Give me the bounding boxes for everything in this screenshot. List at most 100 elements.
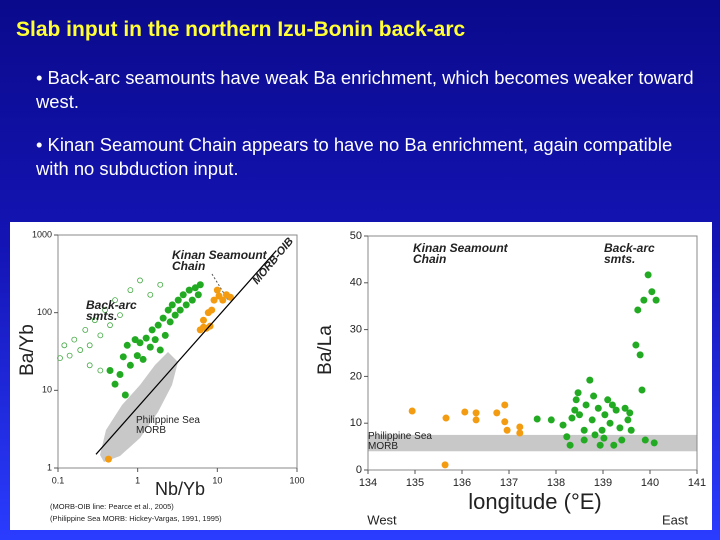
data-point — [644, 271, 652, 279]
data-point — [117, 312, 123, 319]
data-point — [610, 441, 618, 449]
series-label: Back-arc smts. — [604, 241, 655, 266]
data-point — [591, 431, 599, 439]
data-point — [652, 296, 660, 304]
x-tick-label: 10 — [212, 475, 222, 485]
data-point — [636, 351, 644, 359]
data-point — [566, 441, 574, 449]
y-axis-label: Ba/Yb — [17, 324, 38, 376]
slide-title: Slab input in the northern Izu-Bonin bac… — [16, 18, 466, 41]
data-point — [157, 281, 164, 288]
data-point — [559, 421, 567, 429]
y-tick-label: 50 — [350, 230, 362, 242]
data-point — [596, 441, 604, 449]
data-point — [82, 326, 89, 333]
y-tick-label: 20 — [350, 370, 362, 382]
data-point — [641, 436, 649, 444]
data-point — [71, 336, 78, 343]
data-point — [121, 391, 129, 399]
data-point — [516, 429, 524, 437]
data-point — [588, 416, 596, 424]
x-tick-label: 140 — [641, 477, 659, 489]
x-tick-label: 138 — [547, 477, 565, 489]
data-point — [97, 332, 104, 339]
data-point — [185, 286, 193, 294]
footnote: (MORB-OIB line: Pearce et al., 2005) — [50, 502, 174, 511]
data-point — [148, 326, 156, 334]
data-point — [626, 409, 634, 417]
data-point — [61, 342, 68, 349]
reference-line — [95, 250, 277, 455]
data-point — [179, 291, 187, 299]
data-point — [219, 296, 227, 304]
data-point — [137, 277, 143, 284]
data-point — [501, 418, 509, 426]
data-point — [196, 281, 204, 289]
data-point — [572, 396, 580, 404]
data-point — [91, 317, 98, 324]
y-tick-label: 30 — [350, 324, 362, 336]
data-point — [608, 401, 616, 409]
data-point — [618, 436, 626, 444]
data-point — [461, 408, 469, 416]
data-point — [116, 370, 124, 378]
data-point — [604, 396, 612, 404]
data-point — [146, 343, 154, 351]
data-point — [154, 321, 162, 329]
direction-label: West — [367, 512, 397, 527]
data-point — [86, 342, 93, 349]
x-tick-label: 1 — [135, 475, 140, 485]
x-tick-label: 141 — [688, 477, 706, 489]
data-point — [442, 414, 450, 422]
data-point — [568, 414, 576, 422]
data-point — [188, 296, 196, 304]
data-point — [408, 407, 416, 415]
data-point — [574, 389, 582, 397]
data-point — [601, 411, 609, 419]
data-point — [57, 355, 63, 362]
data-point — [136, 339, 144, 347]
y-tick-label: 1 — [47, 462, 52, 472]
data-point — [104, 455, 112, 463]
data-point — [66, 352, 73, 359]
band-label: Philippine Sea MORB — [368, 430, 432, 452]
morb-field — [100, 352, 178, 462]
data-point — [77, 347, 84, 353]
data-point — [590, 392, 598, 400]
x-tick-label: 0.1 — [52, 475, 65, 485]
data-point — [182, 301, 190, 309]
data-point — [650, 439, 658, 447]
data-point — [493, 409, 501, 417]
series-label: Kinan Seamount Chain — [413, 241, 508, 266]
data-point — [161, 331, 169, 339]
y-tick-label: 100 — [37, 307, 52, 317]
data-point — [648, 288, 656, 296]
data-point — [580, 436, 588, 444]
data-point — [472, 409, 480, 417]
data-point — [576, 411, 583, 419]
data-point — [563, 433, 571, 441]
data-point — [632, 341, 640, 349]
data-point — [600, 434, 608, 442]
data-point — [582, 401, 590, 409]
y-tick-label: 1000 — [32, 229, 52, 239]
x-tick-label: 136 — [453, 477, 471, 489]
data-point — [612, 406, 620, 414]
bullet: • Kinan Seamount Chain appears to have n… — [36, 134, 673, 179]
data-point — [547, 416, 555, 424]
data-point — [166, 318, 174, 326]
data-point — [472, 416, 480, 424]
series-label: Back-arc smts. — [86, 298, 137, 323]
data-point — [598, 426, 606, 434]
data-point — [640, 296, 648, 304]
data-point — [97, 367, 104, 374]
y-axis-label: Ba/La — [315, 325, 336, 375]
data-point — [106, 367, 114, 375]
data-point — [171, 311, 179, 319]
data-point — [107, 322, 113, 329]
bullet: • Back-arc seamounts have weak Ba enrich… — [36, 67, 694, 112]
x-tick-label: 139 — [594, 477, 612, 489]
plot-frame — [367, 235, 698, 471]
plot-frame — [57, 234, 298, 469]
data-point — [126, 361, 134, 369]
